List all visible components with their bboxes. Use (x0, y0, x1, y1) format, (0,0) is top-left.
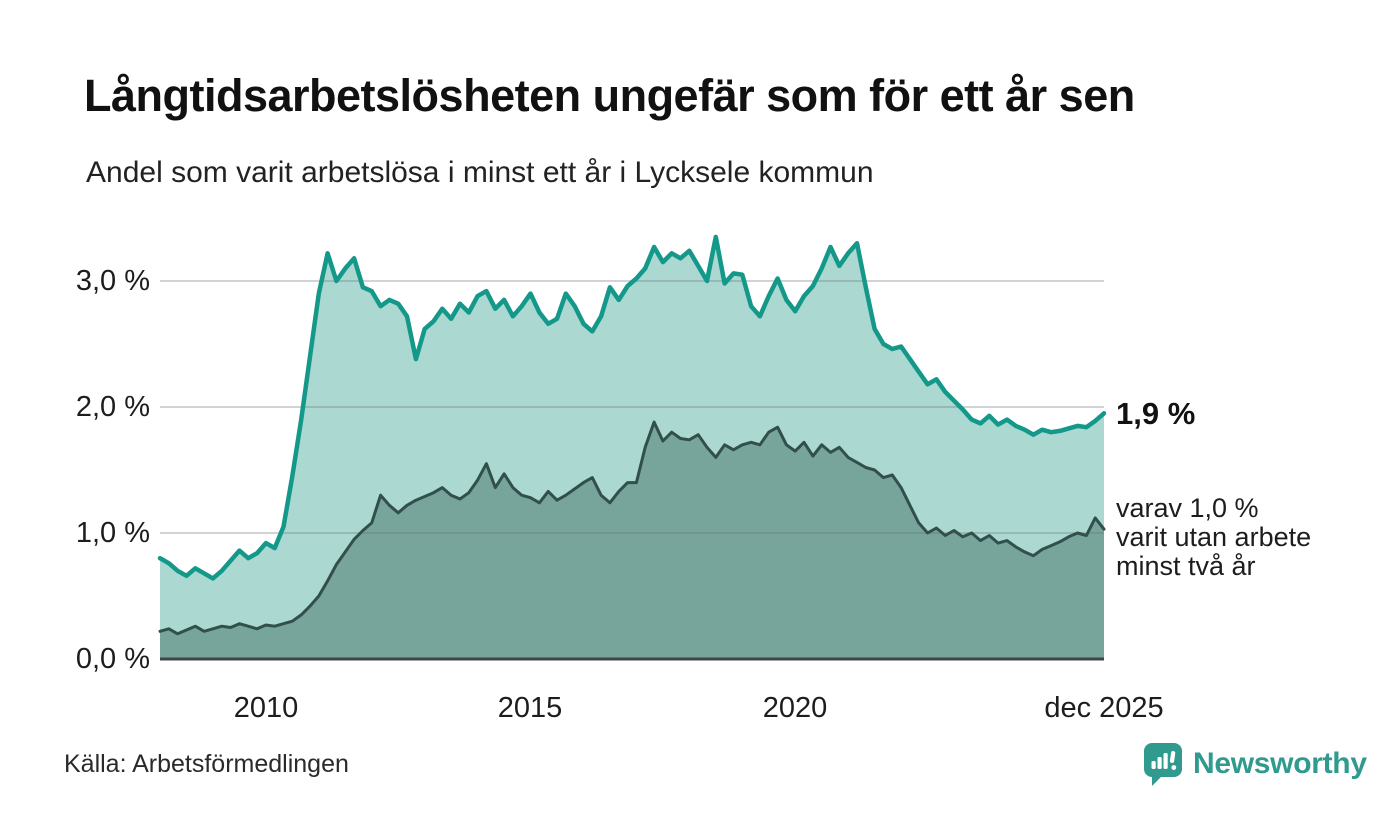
y-axis-tick-2: 2,0 % (75, 391, 150, 423)
annotation-line-1: varav 1,0 % (1116, 493, 1259, 523)
x-axis-tick-dec-2025: dec 2025 (1044, 692, 1164, 724)
annotation-line-2: varit utan arbete (1116, 522, 1312, 552)
chart-subtitle: Andel som varit arbetslösa i minst ett å… (86, 156, 874, 189)
y-axis-tick-1: 1,0 % (75, 517, 150, 549)
latest-value-label: 1,9 % (1116, 396, 1196, 431)
newsworthy-chart-bubble-icon (1143, 742, 1183, 786)
annotation-line-3: minst två år (1116, 551, 1256, 581)
chart-title: Långtidsarbetslösheten ungefär som för e… (84, 70, 1135, 121)
x-axis-tick-2020: 2020 (762, 692, 828, 724)
y-axis-tick-3: 3,0 % (75, 265, 150, 297)
x-axis-tick-2010: 2010 (233, 692, 299, 724)
y-axis-tick-0: 0,0 % (75, 643, 150, 675)
newsworthy-wordmark: Newsworthy (1193, 747, 1367, 780)
source-attribution: Källa: Arbetsförmedlingen (64, 750, 349, 778)
newsworthy-logo[interactable]: Newsworthy (1143, 742, 1367, 786)
secondary-series-annotation: varav 1,0 % varit utan arbete minst två … (1116, 494, 1311, 581)
x-axis-tick-2015: 2015 (497, 692, 563, 724)
